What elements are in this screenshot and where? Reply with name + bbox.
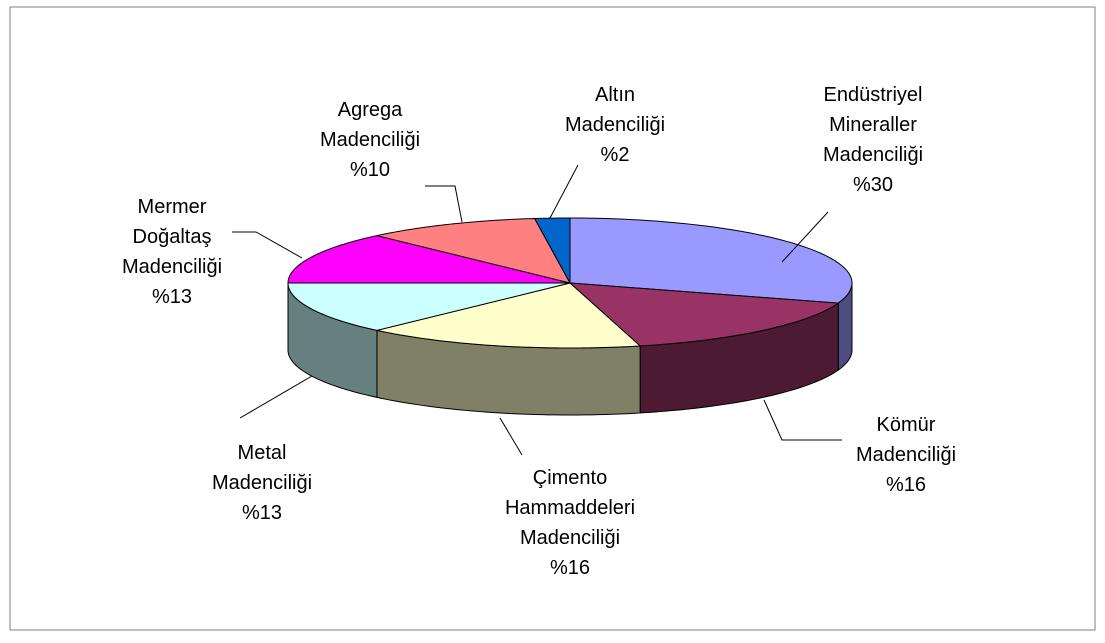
category-label: Kömür Madenciliği: [855, 414, 957, 466]
slice: [287, 282, 571, 331]
slice: [287, 235, 571, 284]
category-label: Agrega Madenciliği: [319, 99, 421, 151]
value-label: %10: [349, 159, 391, 181]
category-label: Çimento Hammaddeleri Madenciliği: [504, 467, 636, 549]
value-label: %13: [241, 502, 283, 524]
leader-line: [239, 375, 313, 419]
value-label: %16: [885, 474, 927, 496]
slice-label: Kömür Madenciliği %16: [841, 410, 971, 500]
slice: [376, 218, 571, 284]
leader-line: [499, 417, 523, 456]
leader-line: [781, 211, 829, 263]
leader-line: [549, 164, 579, 219]
slice-label: Mermer Doğaltaş Madenciliği %13: [107, 192, 237, 312]
value-label: %2: [600, 144, 630, 166]
leader-line: [232, 231, 303, 259]
leader-line: [763, 399, 842, 441]
slice-label: Altın Madenciliği %2: [555, 80, 675, 170]
value-label: %30: [852, 174, 894, 196]
slice-label: Agrega Madenciliği %10: [305, 95, 435, 185]
slice-label: Metal Madenciliği %13: [197, 438, 327, 528]
leader-line: [425, 185, 463, 223]
slice: [533, 217, 571, 284]
category-label: Mermer Doğaltaş Madenciliği: [121, 196, 223, 278]
slice: [568, 282, 840, 347]
value-label: %13: [151, 286, 193, 308]
slice-label: Çimento Hammaddeleri Madenciliği %16: [500, 463, 640, 583]
slice-label: Endüstriyel Mineraller Madenciliği %30: [808, 80, 938, 200]
category-label: Altın Madenciliği: [564, 84, 666, 136]
value-label: %16: [549, 557, 591, 579]
slice: [376, 282, 642, 349]
category-label: Endüstriyel Mineraller Madenciliği: [822, 84, 924, 166]
category-label: Metal Madenciliği: [211, 442, 313, 494]
